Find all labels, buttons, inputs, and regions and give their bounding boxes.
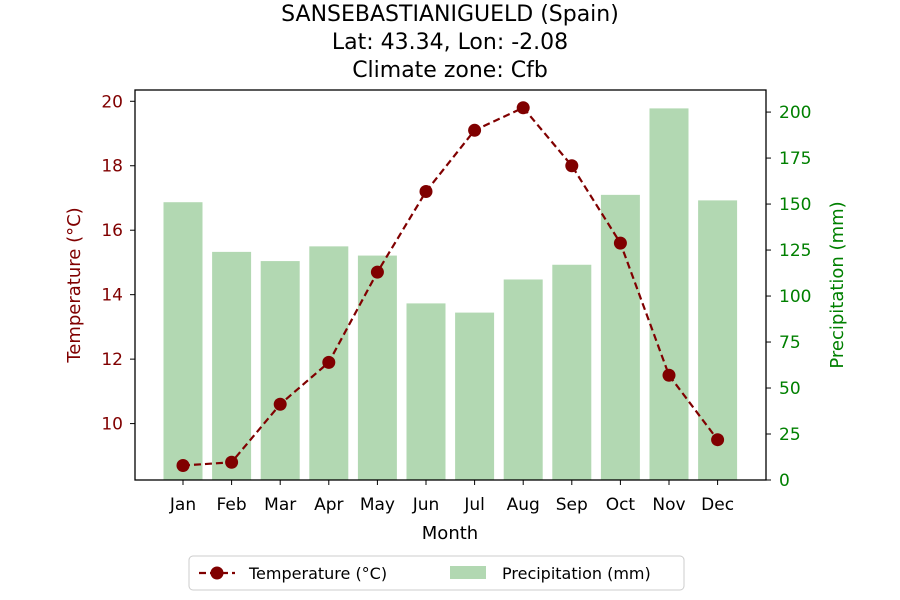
right-tick-label: 75 (779, 333, 801, 353)
x-tick-label: Jun (412, 495, 440, 515)
title-line-3: Climate zone: Cfb (352, 58, 548, 83)
left-tick-label: 16 (101, 221, 123, 241)
right-tick-label: 175 (779, 149, 811, 169)
right-tick-label: 150 (779, 195, 811, 215)
right-y-axis: 0 25 50 75 100 125 150 175 200 (766, 103, 811, 491)
precipitation-bar-aug (503, 279, 543, 480)
temperature-point-apr (322, 355, 336, 369)
temperature-point-jun (419, 185, 433, 199)
right-axis-label: Precipitation (mm) (827, 201, 848, 368)
right-tick-label: 0 (779, 471, 790, 491)
precipitation-bar-feb (212, 251, 252, 480)
chart-title: SANSEBASTIANIGUELD (Spain) Lat: 43.34, L… (281, 2, 619, 83)
legend: Temperature (°C) Precipitation (mm) (188, 555, 685, 591)
right-tick-label: 50 (779, 379, 801, 399)
right-tick-label: 100 (779, 287, 811, 307)
temperature-point-aug (516, 101, 530, 115)
x-tick-label: Nov (652, 495, 685, 515)
temperature-point-dec (711, 433, 725, 447)
x-tick-label: Jul (463, 495, 485, 515)
plot-frame (134, 89, 767, 481)
x-tick-label: Feb (217, 495, 247, 515)
x-tick-label: May (360, 495, 395, 515)
left-y-axis: 10 12 14 16 18 20 (101, 92, 135, 435)
left-tick-label: 18 (101, 157, 123, 177)
legend-temperature-label: Temperature (°C) (248, 564, 387, 583)
temperature-point-jul (468, 123, 482, 137)
right-tick-label: 25 (779, 425, 801, 445)
precipitation-bar-jun (406, 303, 446, 480)
temperature-point-oct (613, 236, 627, 250)
temperature-line (176, 101, 725, 472)
x-axis-label: Month (422, 523, 478, 544)
legend-precipitation-label: Precipitation (mm) (502, 564, 651, 583)
left-axis-label: Temperature (°C) (64, 207, 85, 363)
x-tick-label: Oct (606, 495, 636, 515)
x-tick-label: Jan (169, 495, 196, 515)
x-axis: Jan Feb Mar Apr May Jun Jul Aug Sep Oct Nov Dec (169, 480, 734, 515)
left-tick-label: 14 (101, 286, 123, 306)
x-tick-label: Apr (314, 495, 343, 515)
right-tick-label: 125 (779, 241, 811, 261)
legend-temperature-marker (210, 566, 224, 580)
left-tick-label: 10 (101, 415, 123, 435)
precipitation-bar-mar (260, 261, 300, 480)
left-tick-label: 12 (101, 350, 123, 370)
title-line-2: Lat: 43.34, Lon: -2.08 (332, 30, 568, 55)
x-tick-label: Sep (556, 495, 588, 515)
x-tick-label: Dec (701, 495, 734, 515)
right-tick-label: 200 (779, 103, 811, 123)
precipitation-bars (163, 108, 738, 480)
legend-precipitation-swatch (450, 566, 486, 579)
precipitation-bar-jul (455, 312, 495, 480)
legend-box (188, 555, 685, 591)
precipitation-bar-sep (552, 264, 592, 480)
temperature-point-nov (662, 368, 676, 382)
temperature-point-feb (225, 455, 239, 469)
left-tick-label: 20 (101, 92, 123, 112)
title-line-1: SANSEBASTIANIGUELD (Spain) (281, 2, 619, 27)
precipitation-bar-jan (163, 202, 203, 480)
precipitation-bar-nov (649, 108, 689, 480)
x-tick-label: Mar (264, 495, 296, 515)
precipitation-bar-may (357, 255, 397, 480)
temperature-point-mar (273, 397, 287, 411)
temperature-series-line (182, 106, 719, 467)
temperature-point-jan (176, 458, 190, 472)
temperature-point-may (370, 265, 384, 279)
temperature-point-sep (565, 159, 579, 173)
x-tick-label: Aug (507, 495, 540, 515)
